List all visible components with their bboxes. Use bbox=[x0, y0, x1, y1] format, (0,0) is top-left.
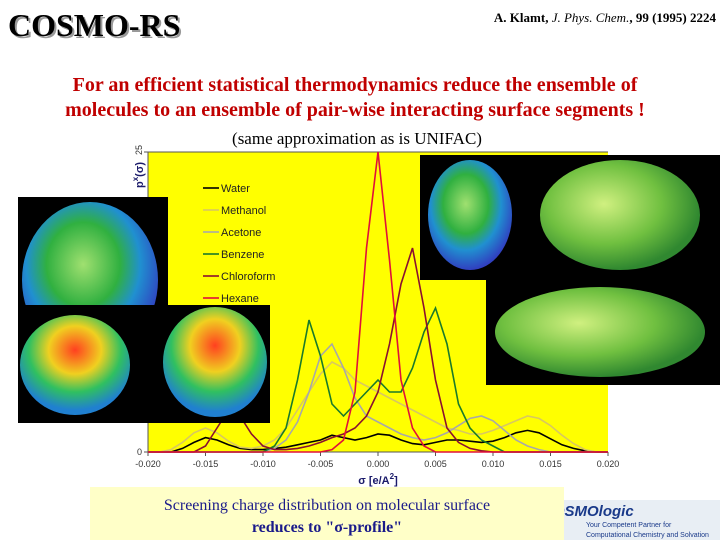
molecule-images bbox=[18, 155, 720, 423]
x-axis-label: σ [e/A2] bbox=[358, 472, 398, 487]
x-label-sup: 2 bbox=[390, 472, 395, 481]
x-tick-label: 0.005 bbox=[424, 459, 447, 469]
legend-label: Water bbox=[221, 183, 250, 195]
molecule bbox=[495, 287, 705, 377]
logo-tag: Your Competent Partner for bbox=[586, 522, 672, 529]
caption-box bbox=[90, 487, 564, 540]
logo-name: COSMOlogic bbox=[542, 503, 634, 520]
y-tick-label: 25 bbox=[134, 145, 144, 155]
title-shadow: COSMO-RS bbox=[10, 9, 182, 45]
caption-line: reduces to "σ-profile" bbox=[252, 519, 402, 536]
x-tick-label: 0.010 bbox=[482, 459, 505, 469]
ref-author: A. Klamt, bbox=[494, 10, 552, 25]
y-tick-label: 0 bbox=[137, 447, 142, 457]
y-axis-label: px(σ) bbox=[131, 162, 146, 188]
legend-label: Benzene bbox=[221, 249, 264, 261]
heading-line: For an efficient statistical thermodynam… bbox=[73, 74, 638, 96]
x-tick-label: 0.000 bbox=[367, 459, 390, 469]
x-tick-label: -0.015 bbox=[193, 459, 219, 469]
molecule bbox=[163, 307, 267, 417]
x-tick-label: -0.010 bbox=[250, 459, 276, 469]
y-label-rest: (σ) bbox=[134, 162, 146, 177]
logo-tag: Computational Chemistry and Solvation bbox=[586, 532, 709, 539]
logo: COSMOlogic Your Competent Partner for Co… bbox=[542, 500, 720, 540]
molecule bbox=[540, 160, 700, 270]
legend-label: Acetone bbox=[221, 227, 261, 239]
reference: A. Klamt, J. Phys. Chem., 99 (1995) 2224 bbox=[494, 10, 717, 25]
legend-label: Hexane bbox=[221, 293, 259, 305]
legend-label: Chloroform bbox=[221, 271, 275, 283]
logo-bg bbox=[563, 500, 720, 540]
x-label-rest: ] bbox=[394, 475, 398, 487]
legend-label: Methanol bbox=[221, 205, 266, 217]
series-line bbox=[148, 151, 608, 453]
ref-rest: , 99 (1995) 2224 bbox=[629, 10, 716, 25]
caption-line: Screening charge distribution on molecul… bbox=[164, 497, 490, 514]
ref-journal: J. Phys. Chem. bbox=[552, 10, 630, 25]
x-label-base: σ [e/A bbox=[358, 475, 389, 487]
x-tick-label: -0.005 bbox=[308, 459, 334, 469]
x-tick-label: 0.015 bbox=[539, 459, 562, 469]
molecule bbox=[20, 315, 130, 415]
note: (same approximation as is UNIFAC) bbox=[232, 129, 482, 148]
molecule bbox=[428, 160, 512, 270]
y-label-sup: x bbox=[131, 176, 140, 181]
x-tick-label: -0.020 bbox=[135, 459, 161, 469]
x-tick-label: 0.020 bbox=[597, 459, 620, 469]
series-line bbox=[148, 429, 608, 453]
heading-line: molecules to an ensemble of pair-wise in… bbox=[65, 99, 645, 121]
y-label-base: p bbox=[134, 181, 146, 188]
slide-title: COSMO-RS bbox=[8, 7, 180, 43]
